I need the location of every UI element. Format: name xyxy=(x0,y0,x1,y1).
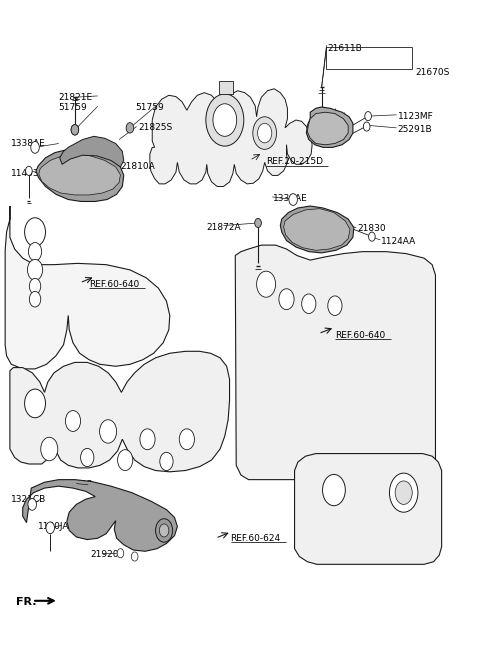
Circle shape xyxy=(206,94,244,146)
Text: 51759: 51759 xyxy=(136,103,164,112)
Text: 1124AA: 1124AA xyxy=(382,237,417,246)
Polygon shape xyxy=(5,206,170,369)
Polygon shape xyxy=(150,89,312,187)
Text: FR.: FR. xyxy=(16,597,36,607)
Circle shape xyxy=(28,242,42,261)
Polygon shape xyxy=(295,453,442,564)
Text: REF.20-215D: REF.20-215D xyxy=(266,157,323,166)
Circle shape xyxy=(179,429,194,449)
Circle shape xyxy=(289,194,298,206)
Polygon shape xyxy=(60,136,124,167)
Circle shape xyxy=(117,549,124,558)
Circle shape xyxy=(395,481,412,505)
Circle shape xyxy=(29,291,41,307)
Circle shape xyxy=(328,296,342,315)
Circle shape xyxy=(258,124,272,143)
Text: 21821E: 21821E xyxy=(59,93,93,102)
Circle shape xyxy=(160,452,173,470)
Circle shape xyxy=(28,499,36,510)
Text: 21611B: 21611B xyxy=(328,44,362,53)
Circle shape xyxy=(81,448,94,466)
Circle shape xyxy=(213,104,237,136)
Circle shape xyxy=(24,389,46,418)
Circle shape xyxy=(159,524,169,537)
Polygon shape xyxy=(284,209,350,250)
Text: 21950R: 21950R xyxy=(59,480,94,489)
Circle shape xyxy=(132,552,138,561)
Polygon shape xyxy=(306,107,353,147)
Polygon shape xyxy=(219,81,233,94)
Circle shape xyxy=(365,112,372,121)
Circle shape xyxy=(29,279,41,294)
Text: REF.60-640: REF.60-640 xyxy=(89,280,139,288)
Circle shape xyxy=(301,294,316,313)
Polygon shape xyxy=(280,206,354,253)
Text: 1338AE: 1338AE xyxy=(273,194,308,203)
Text: 21825S: 21825S xyxy=(138,124,172,132)
Polygon shape xyxy=(23,480,178,551)
Circle shape xyxy=(24,217,46,246)
Circle shape xyxy=(65,411,81,432)
Text: 1321CB: 1321CB xyxy=(12,495,47,504)
Text: 21810A: 21810A xyxy=(120,162,155,171)
Circle shape xyxy=(25,166,32,175)
Polygon shape xyxy=(307,112,348,145)
Circle shape xyxy=(27,260,43,281)
Circle shape xyxy=(46,522,55,533)
Text: 51759: 51759 xyxy=(59,103,87,112)
Circle shape xyxy=(369,232,375,241)
Text: 21830: 21830 xyxy=(358,224,386,233)
Text: 1140JA: 1140JA xyxy=(38,522,70,531)
Polygon shape xyxy=(36,149,124,202)
Text: 1123MF: 1123MF xyxy=(397,112,433,121)
Text: REF.60-624: REF.60-624 xyxy=(230,533,281,543)
Circle shape xyxy=(41,438,58,461)
Circle shape xyxy=(257,271,276,297)
Circle shape xyxy=(389,473,418,512)
Polygon shape xyxy=(235,245,435,480)
Circle shape xyxy=(126,123,134,133)
Circle shape xyxy=(255,218,261,227)
Circle shape xyxy=(363,122,370,131)
Circle shape xyxy=(118,449,133,470)
Polygon shape xyxy=(39,154,120,195)
Circle shape xyxy=(31,141,39,153)
Text: 21920: 21920 xyxy=(91,550,119,559)
Polygon shape xyxy=(10,351,229,472)
Circle shape xyxy=(253,117,276,149)
Text: 21670S: 21670S xyxy=(416,68,450,77)
Text: REF.60-640: REF.60-640 xyxy=(335,330,385,340)
Circle shape xyxy=(323,474,345,506)
Text: 25291B: 25291B xyxy=(397,125,432,133)
Text: 11403: 11403 xyxy=(12,169,40,178)
Circle shape xyxy=(140,429,155,449)
Circle shape xyxy=(71,125,79,135)
Circle shape xyxy=(71,125,79,135)
Text: 1338AE: 1338AE xyxy=(12,139,46,148)
Text: 21872A: 21872A xyxy=(207,223,241,232)
Circle shape xyxy=(279,289,294,309)
Circle shape xyxy=(156,519,173,542)
Circle shape xyxy=(99,420,117,443)
